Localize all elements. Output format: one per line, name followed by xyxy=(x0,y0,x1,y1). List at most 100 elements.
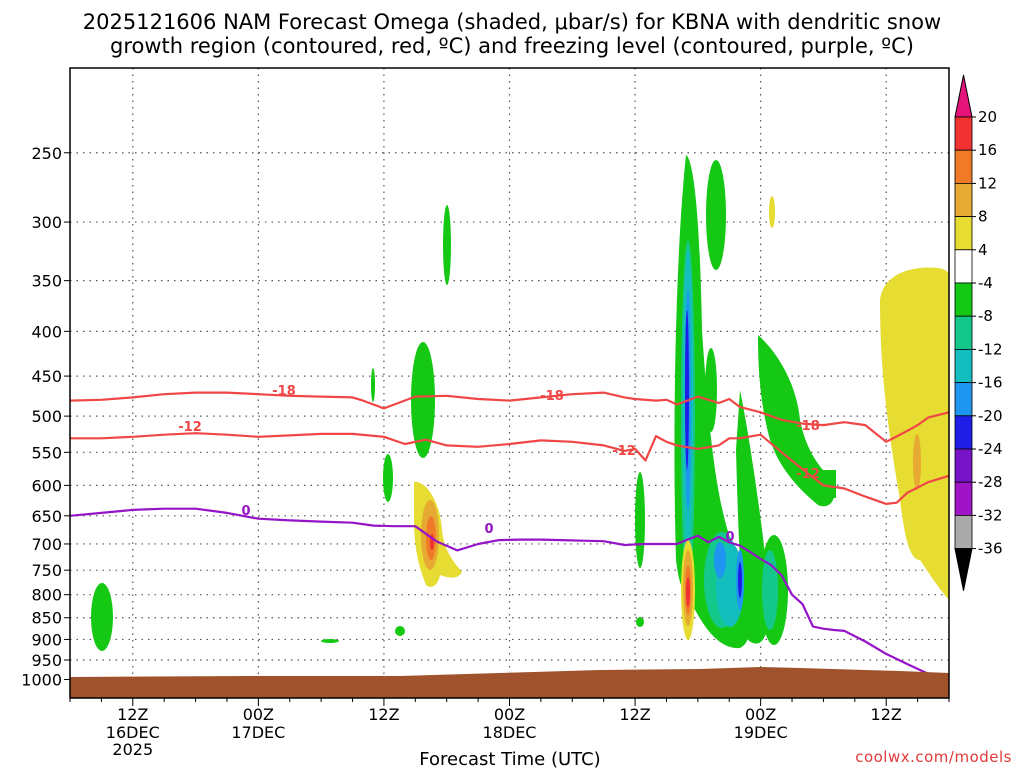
contour-label-red: -18 xyxy=(272,384,296,399)
colorbar-label: 4 xyxy=(978,241,988,259)
colorbar-swatch xyxy=(954,515,973,550)
colorbar-swatch xyxy=(954,249,973,284)
pressure-tick-label: 700 xyxy=(31,535,62,554)
pressure-tick-label: 750 xyxy=(31,561,62,580)
omega-blob-green xyxy=(705,348,717,432)
colorbar-swatch xyxy=(954,216,973,251)
pressure-tick-label: 550 xyxy=(31,443,62,462)
colorbar-label: 8 xyxy=(978,208,988,226)
time-tick-label: 00Z xyxy=(494,705,525,724)
pressure-tick-label: 450 xyxy=(31,367,62,386)
contour-label-red: -12 xyxy=(796,467,820,482)
contour-labels: -18 -18 -18 -12 -12 -12 0 0 0 xyxy=(178,384,820,545)
temperature-contours xyxy=(70,391,949,677)
contour-label-red: -18 xyxy=(796,419,820,434)
omega-blob-red xyxy=(686,577,690,607)
contour-label-red: -12 xyxy=(178,420,202,435)
pressure-tick-label: 600 xyxy=(31,476,62,495)
time-tick-label: 12Z xyxy=(368,705,399,724)
colorbar-bottom-cap xyxy=(954,548,973,591)
omega-blob-green xyxy=(383,454,393,502)
contour-line-freezing xyxy=(70,507,949,677)
pressure-tick-label: 1000 xyxy=(21,670,62,689)
pressure-tick-label: 500 xyxy=(31,407,62,426)
colorbar-label: -24 xyxy=(978,440,1003,458)
omega-blob-green xyxy=(321,639,339,643)
omega-blob-green xyxy=(395,626,405,636)
time-tick-label: 00Z xyxy=(745,705,776,724)
pressure-tick-label: 950 xyxy=(31,651,62,670)
contour-label-purple: 0 xyxy=(484,522,493,537)
plot-area xyxy=(70,68,949,698)
time-tick-label: 00Z xyxy=(243,705,274,724)
colorbar-swatch xyxy=(954,116,973,151)
contour-label-purple: 0 xyxy=(725,530,734,545)
omega-blob-green xyxy=(635,472,645,568)
omega-shading xyxy=(91,155,949,651)
omega-blob-green xyxy=(411,342,435,458)
time-date-label: 19DEC xyxy=(734,723,788,742)
omega-blob-yellow xyxy=(769,196,775,228)
colorbar-label: 16 xyxy=(978,141,997,159)
time-tick-label: 12Z xyxy=(871,705,902,724)
omega-blob-green xyxy=(91,583,113,651)
grid-lines xyxy=(70,68,949,698)
pressure-tick-label: 400 xyxy=(31,322,62,341)
colorbar-label: -28 xyxy=(978,473,1003,491)
colorbar-label: -32 xyxy=(978,506,1003,524)
colorbar-swatch xyxy=(954,448,973,483)
x-axis-label: Forecast Time (UTC) xyxy=(419,749,600,768)
omega-colorbar: 20 16 12 8 4 -4 -8 -12 -16 -20 -24 -28 -32 -36 xyxy=(954,74,1003,591)
pressure-tick-label: 800 xyxy=(31,586,62,605)
time-date-label: 17DEC xyxy=(231,723,285,742)
omega-blob-green xyxy=(443,205,451,285)
colorbar-top-cap xyxy=(954,74,973,118)
pressure-tick-label: 300 xyxy=(31,213,62,232)
pressure-tick-label: 900 xyxy=(31,630,62,649)
omega-blob-green xyxy=(706,160,726,270)
colorbar-swatch xyxy=(954,282,973,317)
contour-label-purple: 0 xyxy=(241,504,250,519)
colorbar-swatch xyxy=(954,315,973,350)
omega-blob-yellow xyxy=(880,267,949,600)
omega-blob-green xyxy=(371,368,375,402)
time-tick-label: 12Z xyxy=(619,705,650,724)
contour-line-dgz xyxy=(70,391,949,443)
pressure-tick-label: 350 xyxy=(31,272,62,291)
time-date-label: 18DEC xyxy=(483,723,537,742)
contour-label-red: -18 xyxy=(540,389,564,404)
colorbar-label: -36 xyxy=(978,540,1003,558)
colorbar-label: -4 xyxy=(978,274,993,292)
omega-blob-gold xyxy=(913,434,921,490)
colorbar-label: -8 xyxy=(978,307,993,325)
chart-title-line1: 2025121606 NAM Forecast Omega (shaded, μ… xyxy=(83,10,941,34)
omega-blob-teal xyxy=(762,550,778,630)
colorbar-swatch xyxy=(954,382,973,417)
colorbar-label: 12 xyxy=(978,174,997,192)
contour-label-red: -12 xyxy=(612,444,636,459)
time-year-label: 2025 xyxy=(112,740,153,759)
colorbar-swatch xyxy=(954,348,973,383)
pressure-tick-label: 650 xyxy=(31,507,62,526)
credit-text: coolwx.com/models xyxy=(855,748,1012,766)
time-date-label: 16DEC xyxy=(106,723,160,742)
colorbar-label: 20 xyxy=(978,108,997,126)
colorbar-swatch xyxy=(954,481,973,516)
time-tick-label: 12Z xyxy=(117,705,148,724)
pressure-tick-label: 850 xyxy=(31,609,62,628)
chart-title-line2: growth region (contoured, red, ºC) and f… xyxy=(110,34,914,58)
colorbar-label: -16 xyxy=(978,374,1003,392)
omega-blob-green xyxy=(636,617,644,627)
colorbar-swatch xyxy=(954,415,973,450)
omega-blob-blue xyxy=(685,310,689,470)
omega-blob-blue xyxy=(738,562,742,598)
colorbar-swatch xyxy=(954,149,973,184)
pressure-axis: 250 300 350 400 450 500 550 600 650 700 750 800 850 9… xyxy=(21,144,70,689)
colorbar-label: -20 xyxy=(978,407,1003,425)
omega-blob-green xyxy=(758,335,836,507)
ground-terrain xyxy=(70,667,949,698)
pressure-tick-label: 250 xyxy=(31,144,62,163)
colorbar-swatch xyxy=(954,182,973,217)
